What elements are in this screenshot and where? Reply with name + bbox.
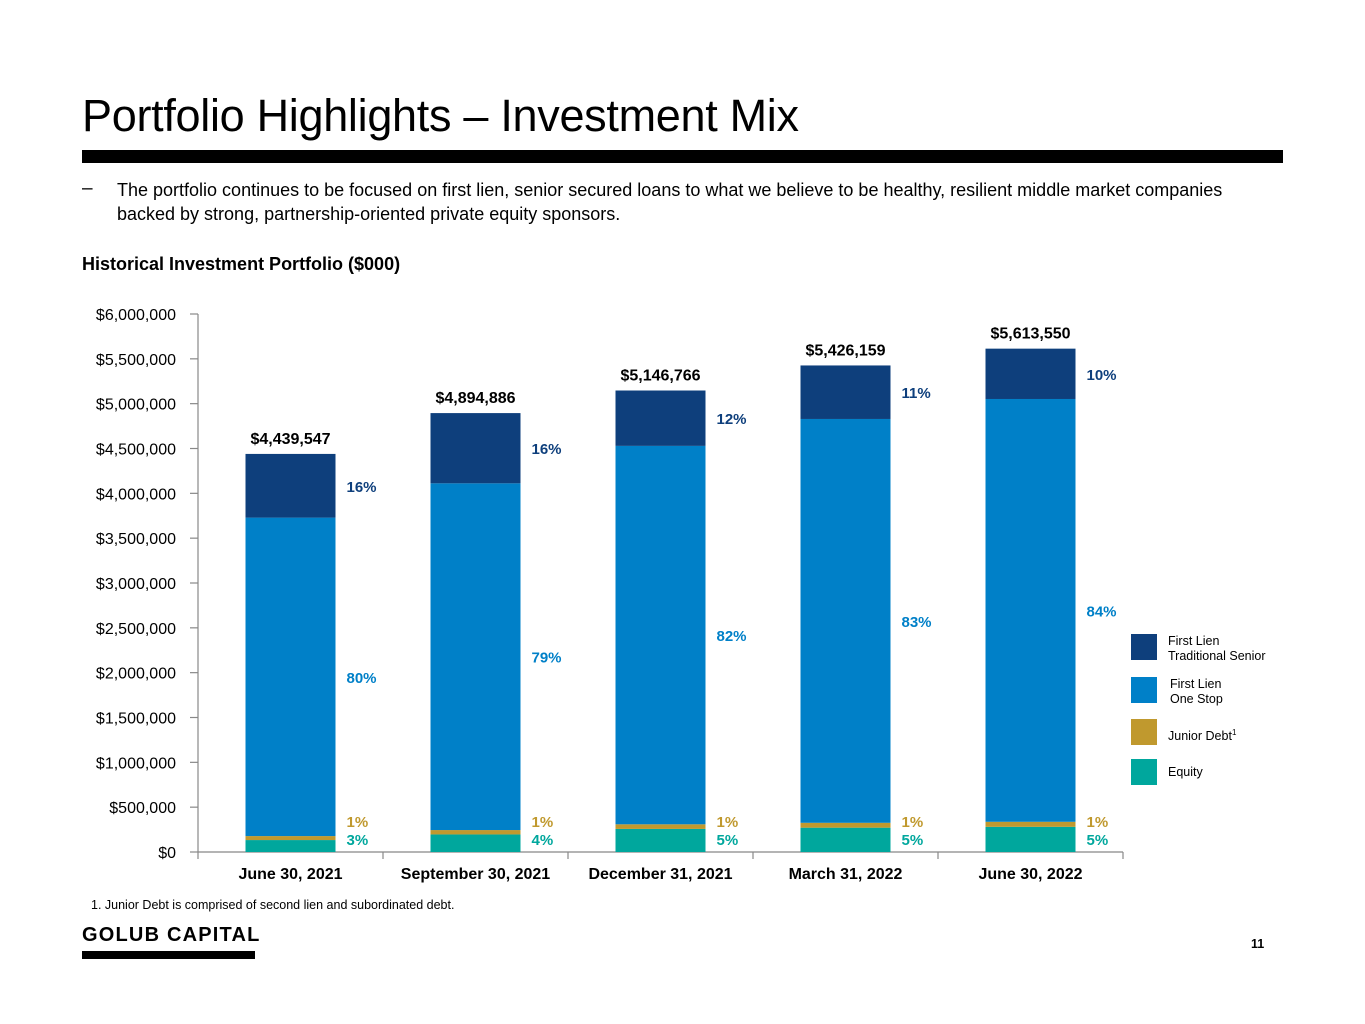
legend-swatch-first-lien-one-stop	[1131, 677, 1157, 703]
legend-item-equity: Equity	[1131, 759, 1351, 789]
legend-swatch-first-lien-traditional-senior	[1131, 634, 1157, 660]
legend-swatch-equity	[1131, 759, 1157, 785]
pct-label-first-lien-traditional-senior: 12%	[717, 411, 747, 428]
bar-total-label: $4,894,886	[435, 390, 515, 407]
page-number: 11	[1251, 937, 1265, 951]
x-category-label: March 31, 2022	[789, 866, 903, 883]
page-title: Portfolio Highlights – Investment Mix	[82, 90, 799, 141]
company-logo: GOLUB CAPITAL	[82, 924, 261, 946]
bar-segment	[430, 483, 521, 831]
bar-segment	[245, 517, 336, 837]
bar-segment	[985, 398, 1076, 822]
bar-segment	[800, 822, 891, 828]
y-tick-label: $5,500,000	[96, 352, 176, 369]
bar-total-label: $5,146,766	[620, 368, 700, 385]
pct-label-junior-debt: 1%	[717, 814, 739, 831]
x-category-label: June 30, 2022	[978, 866, 1082, 883]
bar-total-label: $5,426,159	[805, 342, 885, 359]
pct-label-junior-debt: 1%	[902, 814, 924, 831]
x-category-label: September 30, 2021	[401, 866, 551, 883]
bar-segment	[985, 348, 1076, 399]
pct-label-first-lien-one-stop: 79%	[532, 650, 562, 667]
x-category-label: December 31, 2021	[588, 866, 732, 883]
bar-segment	[985, 826, 1076, 852]
pct-label-equity: 5%	[717, 832, 739, 849]
footnote: 1. Junior Debt is comprised of second li…	[91, 898, 455, 912]
bar-segment	[985, 821, 1076, 827]
bar-segment	[245, 840, 336, 852]
pct-label-first-lien-traditional-senior: 10%	[1087, 367, 1117, 384]
bar-segment	[615, 824, 706, 829]
chart-heading: Historical Investment Portfolio ($000)	[82, 254, 401, 274]
bar-segment	[800, 827, 891, 852]
bar-segment	[800, 418, 891, 823]
y-tick-label: $500,000	[109, 800, 176, 817]
y-tick-label: $3,000,000	[96, 576, 176, 593]
bar-segment	[800, 365, 891, 419]
title-rule	[82, 150, 1283, 163]
pct-label-first-lien-traditional-senior: 11%	[902, 385, 931, 402]
bullet-dash: –	[82, 178, 93, 199]
y-tick-label: $6,000,000	[96, 307, 176, 324]
logo-underline	[82, 951, 255, 959]
legend-label-text: Junior Debt	[1168, 729, 1232, 744]
bar-segment	[430, 830, 521, 835]
bar-segment	[430, 413, 521, 484]
bar-segment	[615, 390, 706, 446]
pct-label-first-lien-traditional-senior: 16%	[532, 441, 562, 458]
bullet-text: The portfolio continues to be focused on…	[117, 180, 1223, 224]
pct-label-junior-debt: 1%	[347, 814, 369, 831]
legend-label: Junior Debt1	[1168, 725, 1236, 744]
x-category-label: June 30, 2021	[238, 866, 342, 883]
pct-label-first-lien-one-stop: 84%	[1087, 603, 1117, 620]
pct-label-equity: 5%	[902, 832, 924, 849]
bar-segment	[245, 453, 336, 518]
legend-label: First Lien Traditional Senior	[1168, 634, 1266, 663]
y-tick-label: $5,000,000	[96, 397, 176, 414]
y-tick-label: $2,500,000	[96, 621, 176, 638]
y-tick-label: $2,000,000	[96, 666, 176, 683]
bar-segment	[615, 445, 706, 825]
y-tick-label: $4,000,000	[96, 486, 176, 503]
legend-item-first-lien-one-stop: First Lien One Stop	[1131, 677, 1351, 707]
pct-label-first-lien-one-stop: 82%	[717, 628, 747, 645]
y-tick-label: $0	[158, 845, 176, 862]
legend-label: Equity	[1168, 765, 1203, 779]
legend-item-junior-debt: Junior Debt1	[1131, 719, 1351, 749]
footnote-marker: 1	[1231, 728, 1237, 737]
pct-label-junior-debt: 1%	[1087, 814, 1109, 831]
bar-total-label: $5,613,550	[990, 326, 1070, 343]
pct-label-first-lien-one-stop: 80%	[347, 670, 377, 687]
bar-segment	[245, 836, 336, 841]
pct-label-first-lien-traditional-senior: 16%	[347, 479, 377, 496]
pct-label-first-lien-one-stop: 83%	[902, 614, 932, 631]
bar-total-label: $4,439,547	[250, 431, 330, 448]
y-tick-label: $1,500,000	[96, 711, 176, 728]
y-tick-label: $3,500,000	[96, 531, 176, 548]
pct-label-equity: 5%	[1087, 832, 1109, 849]
bar-segment	[615, 828, 706, 852]
y-tick-label: $1,000,000	[96, 755, 176, 772]
y-tick-label: $4,500,000	[96, 442, 176, 459]
pct-label-equity: 3%	[347, 832, 369, 849]
bar-segment	[430, 834, 521, 852]
pct-label-equity: 4%	[532, 832, 554, 849]
legend-swatch-junior-debt	[1131, 719, 1157, 745]
pct-label-junior-debt: 1%	[532, 814, 554, 831]
investment-mix-chart: $0 $500,000 $1,000,000 $1,500,000 $2,000,000…	[96, 307, 1124, 883]
legend-label: First Lien One Stop	[1170, 677, 1223, 706]
legend-item-first-lien-traditional-senior: First Lien Traditional Senior	[1131, 634, 1351, 664]
